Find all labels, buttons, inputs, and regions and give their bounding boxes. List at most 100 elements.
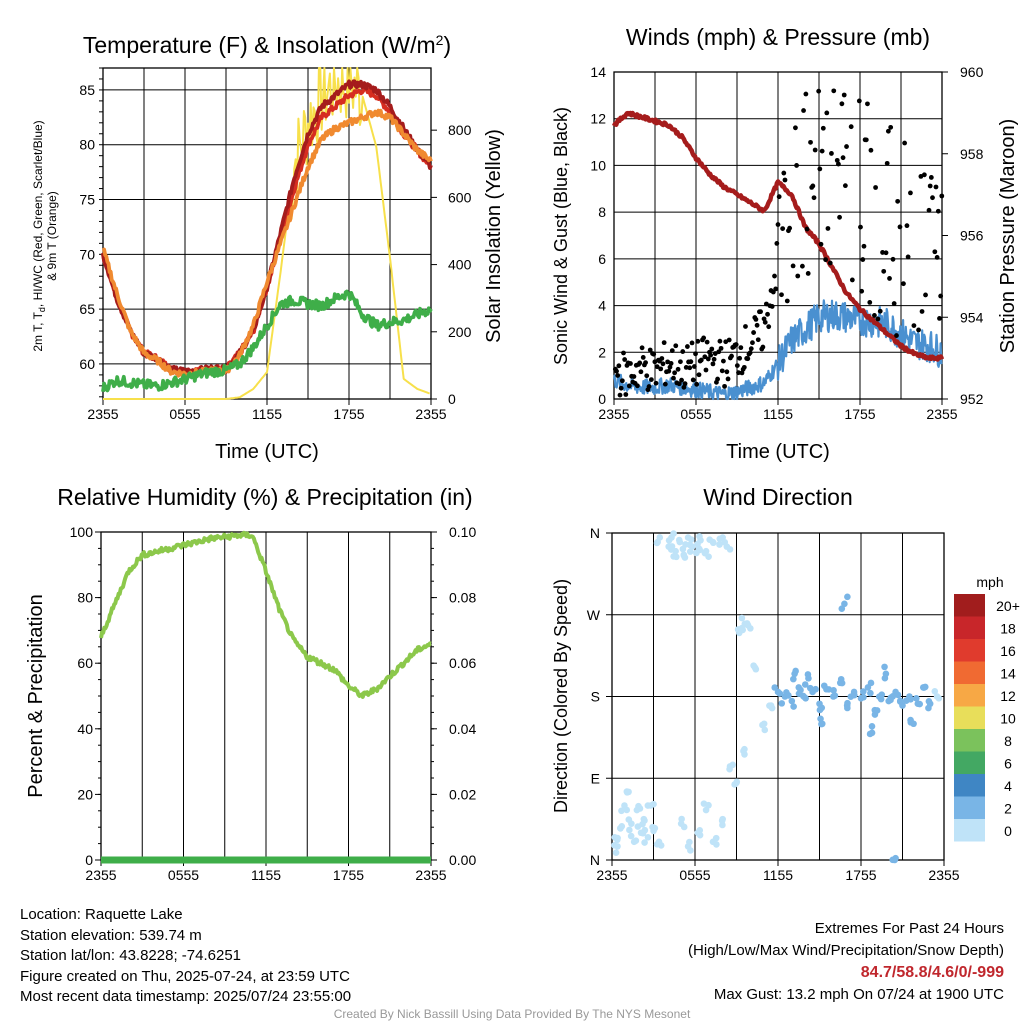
temp-xtick-label: 0555 <box>169 406 200 422</box>
gust-point <box>868 147 874 153</box>
gust-point <box>895 198 901 204</box>
direction-point <box>838 605 846 612</box>
gust-point <box>696 372 702 378</box>
gust-point <box>820 125 826 131</box>
direction-point <box>907 719 915 726</box>
direction-point <box>935 695 943 702</box>
direction-point <box>632 837 640 844</box>
colorbar-label: 4 <box>1004 778 1012 794</box>
gust-point <box>738 345 744 351</box>
colorbar-swatch <box>954 751 985 774</box>
gust-point <box>702 354 708 360</box>
direction-point <box>687 847 694 854</box>
gust-point <box>883 250 889 256</box>
direction-point <box>618 807 625 815</box>
direction-point <box>741 745 748 753</box>
gust-point <box>801 108 806 113</box>
winds-title: Winds (mph) & Pressure (mb) <box>626 24 930 50</box>
gust-point <box>748 346 754 352</box>
colorbar-swatch <box>954 706 985 729</box>
gust-point <box>819 148 825 154</box>
gust-point <box>858 224 863 230</box>
direction-point <box>739 626 747 634</box>
gust-point <box>804 226 810 232</box>
rh-xtick-label: 0555 <box>168 867 199 883</box>
gust-point <box>635 383 640 389</box>
gust-point <box>908 190 913 196</box>
pressure-ytick-label: 958 <box>960 146 984 162</box>
rh-ytick-label: 80 <box>77 590 93 606</box>
gust-point <box>781 170 787 176</box>
gust-point <box>808 139 813 145</box>
direction-point <box>866 730 874 738</box>
wind-ytick-label: 2 <box>598 344 606 360</box>
gust-point <box>646 384 652 389</box>
direction-point <box>806 684 814 692</box>
colorbar-swatch <box>954 661 985 684</box>
direction-point <box>641 826 649 834</box>
direction-point <box>696 533 703 540</box>
colorbar-label: 18 <box>1000 621 1016 637</box>
wind-xtick-label: 2355 <box>926 406 957 422</box>
gust-point <box>628 361 633 366</box>
temperature-ylabel-line2: & 9m T (Orange) <box>45 191 59 281</box>
gust-point <box>823 257 829 263</box>
gust-point <box>751 330 757 335</box>
gust-point <box>708 352 714 358</box>
direction-point <box>868 723 876 730</box>
gust-point <box>779 292 784 298</box>
gust-point <box>747 350 753 356</box>
gust-point <box>881 268 887 274</box>
gust-point <box>773 286 779 292</box>
rh-ytick-label: 20 <box>77 786 93 802</box>
gust-point <box>848 124 854 130</box>
gust-point <box>839 101 845 107</box>
extremes-box: Extremes For Past 24 Hours (High/Low/Max… <box>688 918 1004 1006</box>
gust-point <box>888 124 894 130</box>
gust-point <box>803 91 809 97</box>
direction-point <box>694 540 701 548</box>
direction-point <box>851 691 858 699</box>
precip-ytick-label: 0.06 <box>449 655 476 671</box>
direction-point <box>713 841 720 848</box>
direction-point <box>891 856 898 864</box>
dir-xtick-label: 0555 <box>679 867 710 883</box>
gust-point <box>679 377 684 383</box>
gust-point <box>842 183 848 189</box>
series-wind <box>612 299 943 401</box>
direction-point <box>709 539 717 547</box>
direction-point <box>838 679 846 687</box>
gust-point <box>711 356 717 362</box>
gust-point <box>766 324 772 330</box>
gust-point <box>840 155 846 161</box>
direction-point <box>686 838 693 846</box>
gust-point <box>829 151 834 156</box>
colorbar-swatch <box>954 616 985 639</box>
gust-point <box>722 383 727 389</box>
dir-ytick-label: W <box>587 607 601 623</box>
colorbar-swatch <box>954 594 985 617</box>
dir-xtick-label: 1155 <box>763 867 793 883</box>
wind-ytick-label: 8 <box>598 204 606 220</box>
direction-point <box>844 593 851 601</box>
gust-point <box>721 358 726 364</box>
temperature-xlabel: Time (UTC) <box>215 441 319 463</box>
direction-point <box>916 700 923 708</box>
gust-point <box>689 340 695 346</box>
direction-point <box>680 823 688 831</box>
gust-point <box>638 369 644 375</box>
dir-xtick-label: 2355 <box>596 867 627 883</box>
gust-point <box>617 392 623 398</box>
colorbar-title: mph <box>976 574 1003 590</box>
pressure-ylabel: Station Pressure (Maroon) <box>997 119 1019 354</box>
gust-point <box>644 373 650 379</box>
gust-point <box>743 324 748 329</box>
direction-point <box>925 698 933 705</box>
gust-point <box>676 381 682 387</box>
gust-point <box>616 363 622 369</box>
gust-point <box>703 367 709 373</box>
gust-point <box>810 183 816 189</box>
gust-point <box>691 364 697 369</box>
direction-point <box>907 696 914 703</box>
direction-point <box>818 720 825 728</box>
